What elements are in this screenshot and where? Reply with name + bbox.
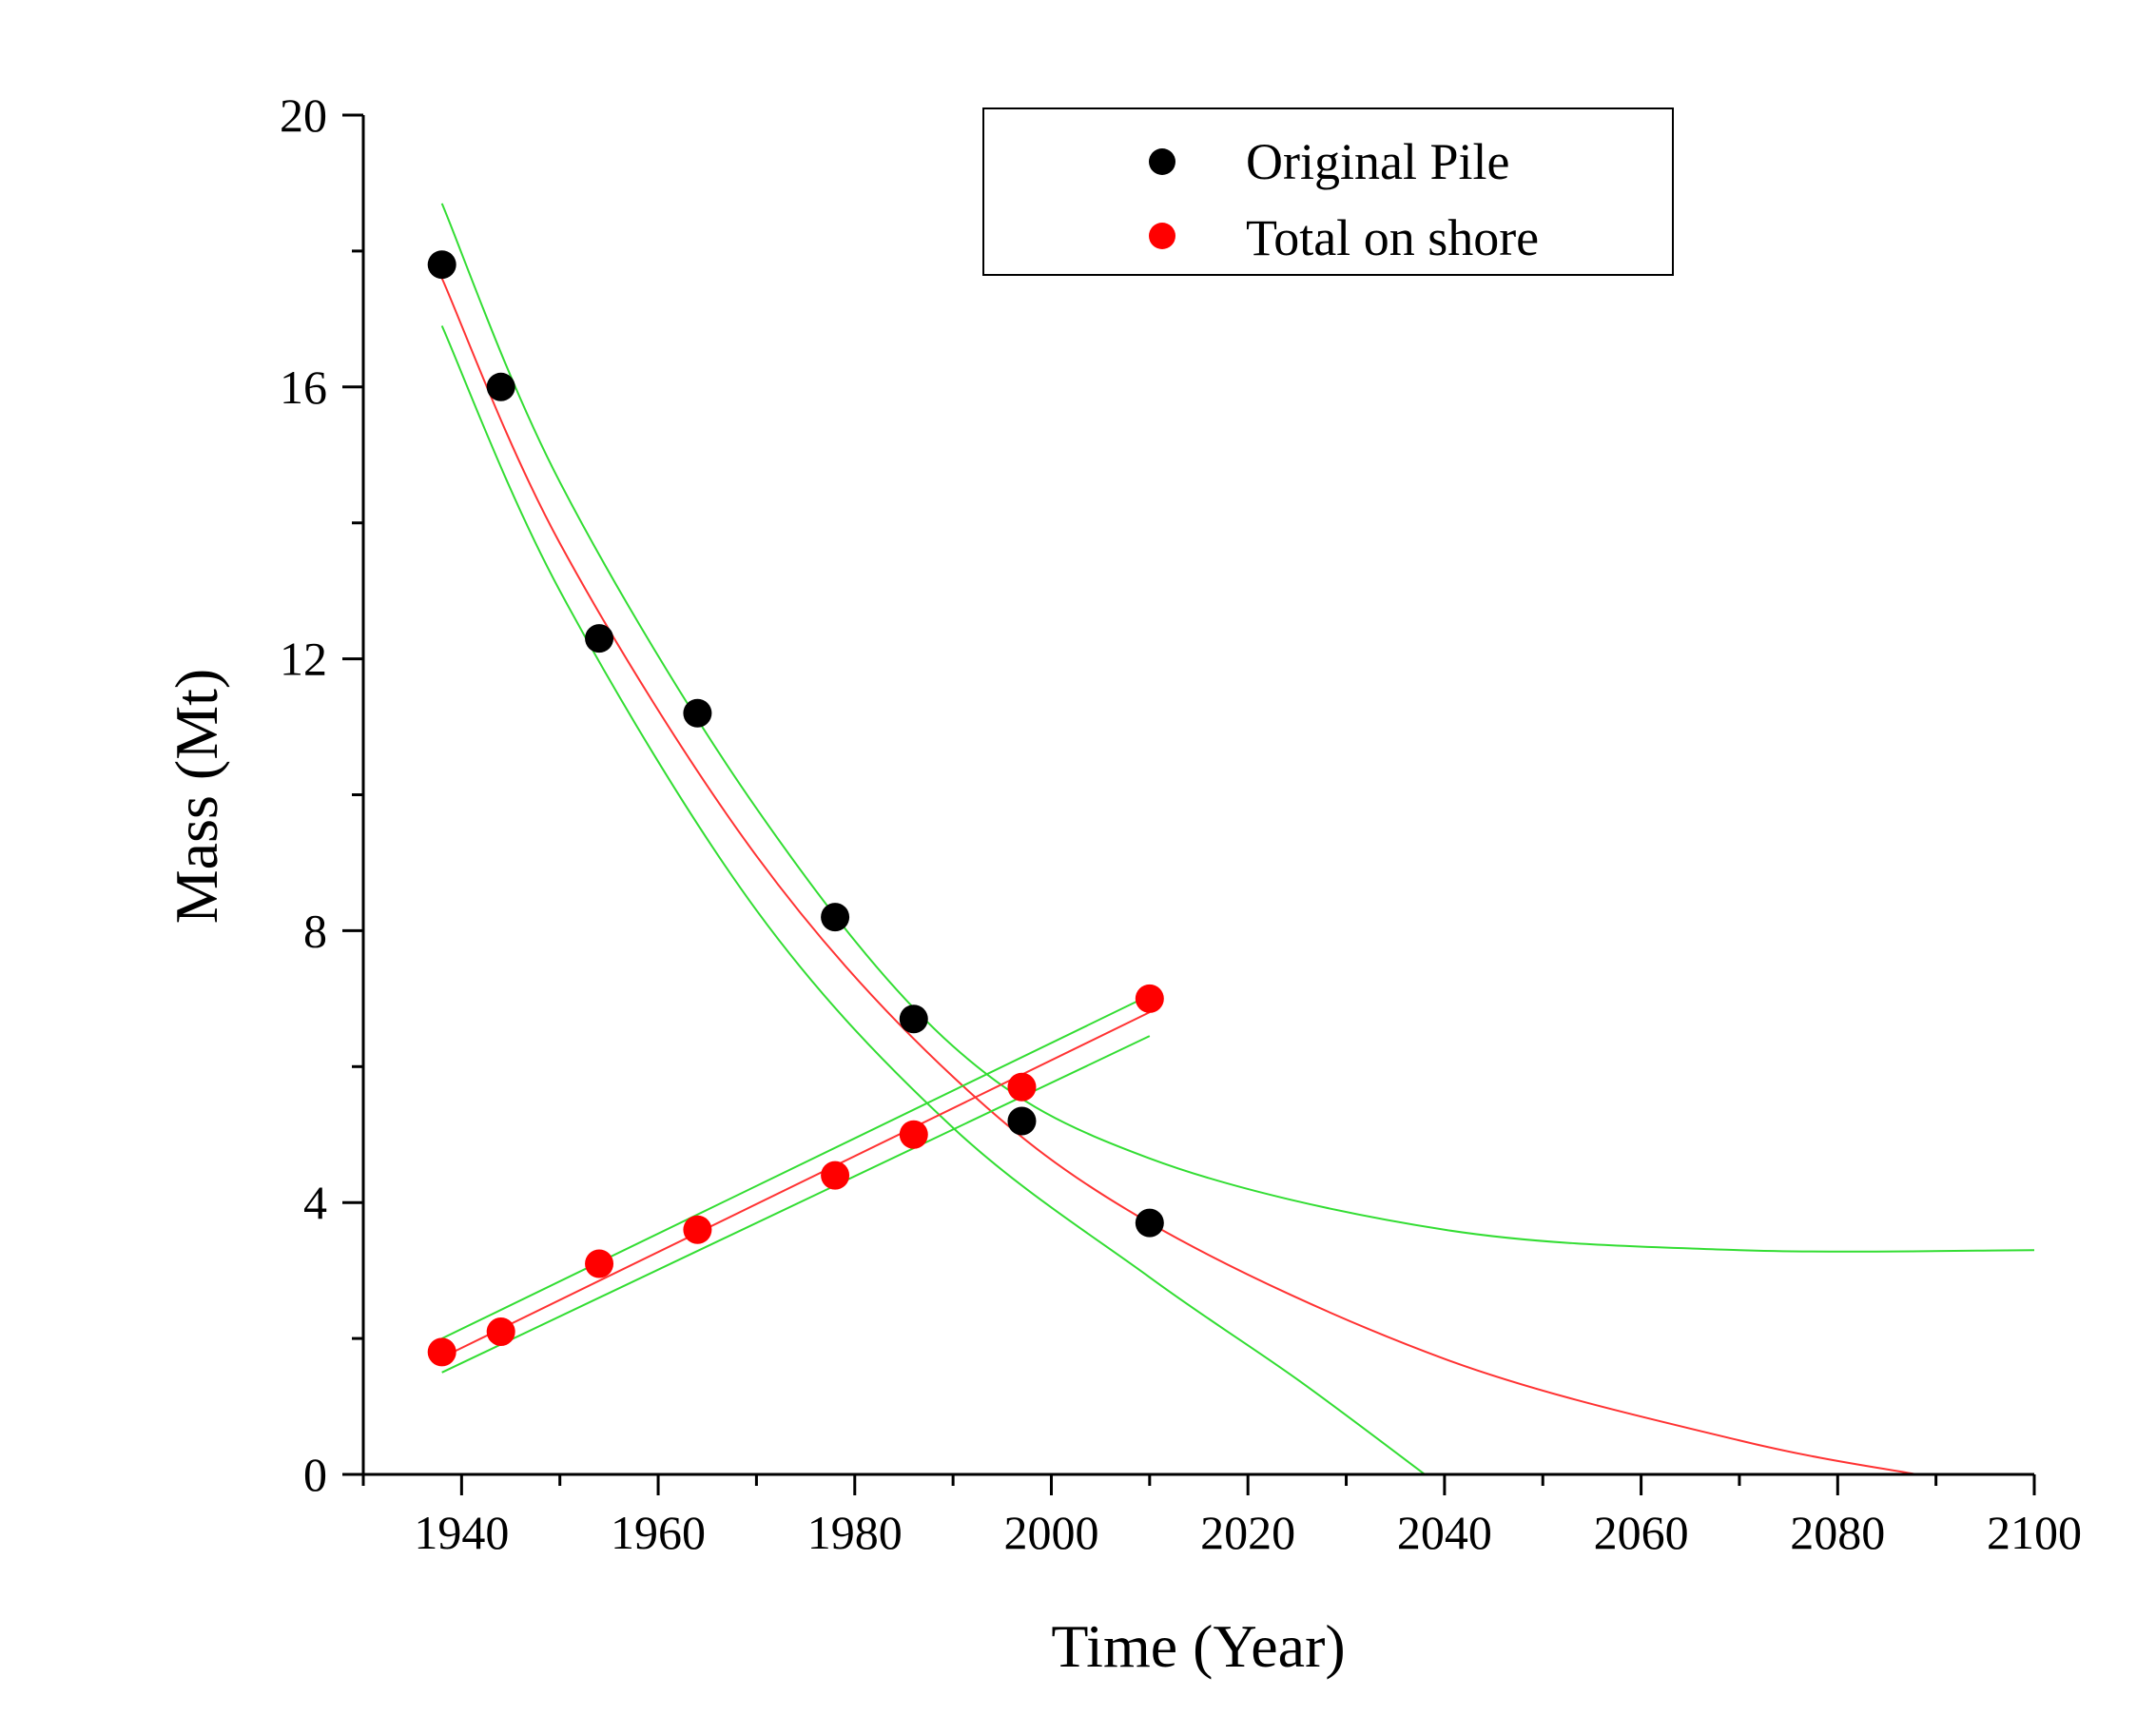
x-tick-label: 1960 bbox=[611, 1506, 706, 1559]
data-point-total-on-shore bbox=[821, 1161, 850, 1190]
data-point-total-on-shore bbox=[1007, 1072, 1037, 1102]
x-tick-label: 1980 bbox=[807, 1506, 903, 1559]
x-tick-label: 1940 bbox=[414, 1506, 509, 1559]
legend-label-total-on-shore: Total on shore bbox=[1246, 209, 1539, 266]
fit-curve-1 bbox=[440, 278, 1917, 1475]
legend-box bbox=[982, 107, 1674, 276]
fit-curves bbox=[440, 203, 2035, 1475]
data-point-original-pile bbox=[683, 698, 712, 728]
data-points bbox=[427, 250, 1164, 1367]
y-tick-label: 8 bbox=[303, 904, 327, 957]
y-tick-label: 0 bbox=[303, 1448, 327, 1501]
x-ticks: 1940 1960 1980 2000 2020 2040 2060 2080 2100 bbox=[361, 1474, 2082, 1559]
x-tick-label: 2060 bbox=[1594, 1506, 1689, 1559]
fit-curve-2 bbox=[440, 203, 2035, 1253]
data-point-original-pile bbox=[585, 624, 614, 653]
x-tick-label: 2080 bbox=[1790, 1506, 1885, 1559]
fit-curve-6 bbox=[441, 1035, 1151, 1374]
y-tick-label: 4 bbox=[303, 1176, 327, 1229]
y-tick-label: 16 bbox=[280, 361, 327, 414]
data-point-original-pile bbox=[1135, 1208, 1164, 1238]
legend-label-original-pile: Original Pile bbox=[1246, 133, 1509, 190]
data-point-original-pile bbox=[1007, 1106, 1037, 1136]
data-point-total-on-shore bbox=[486, 1317, 515, 1346]
data-point-total-on-shore bbox=[1135, 984, 1164, 1013]
data-point-total-on-shore bbox=[899, 1120, 928, 1149]
data-point-total-on-shore bbox=[427, 1337, 456, 1367]
x-axis-label: Time (Year) bbox=[1051, 1612, 1345, 1680]
data-point-original-pile bbox=[899, 1005, 928, 1034]
data-point-total-on-shore bbox=[585, 1249, 614, 1278]
axes bbox=[361, 115, 2034, 1476]
x-tick-label: 2000 bbox=[1003, 1506, 1098, 1559]
y-ticks: 0 4 8 12 16 20 bbox=[280, 88, 363, 1501]
fit-curve-5 bbox=[441, 994, 1151, 1339]
data-point-original-pile bbox=[486, 372, 515, 401]
fit-curve-3 bbox=[440, 325, 1426, 1475]
y-axis-label: Mass (Mt) bbox=[163, 669, 230, 924]
data-point-original-pile bbox=[821, 903, 850, 932]
x-tick-label: 2040 bbox=[1397, 1506, 1492, 1559]
data-point-original-pile bbox=[427, 250, 456, 280]
x-tick-label: 2020 bbox=[1200, 1506, 1295, 1559]
legend-marker-original-pile bbox=[1149, 148, 1175, 175]
x-tick-label: 2100 bbox=[1987, 1506, 2082, 1559]
y-tick-label: 12 bbox=[280, 633, 327, 686]
legend-marker-total-on-shore bbox=[1149, 223, 1175, 249]
fit-curve-4 bbox=[441, 1011, 1151, 1359]
y-tick-label: 20 bbox=[280, 88, 327, 142]
legend: Original Pile Total on shore bbox=[982, 107, 1674, 276]
data-point-total-on-shore bbox=[683, 1215, 712, 1244]
